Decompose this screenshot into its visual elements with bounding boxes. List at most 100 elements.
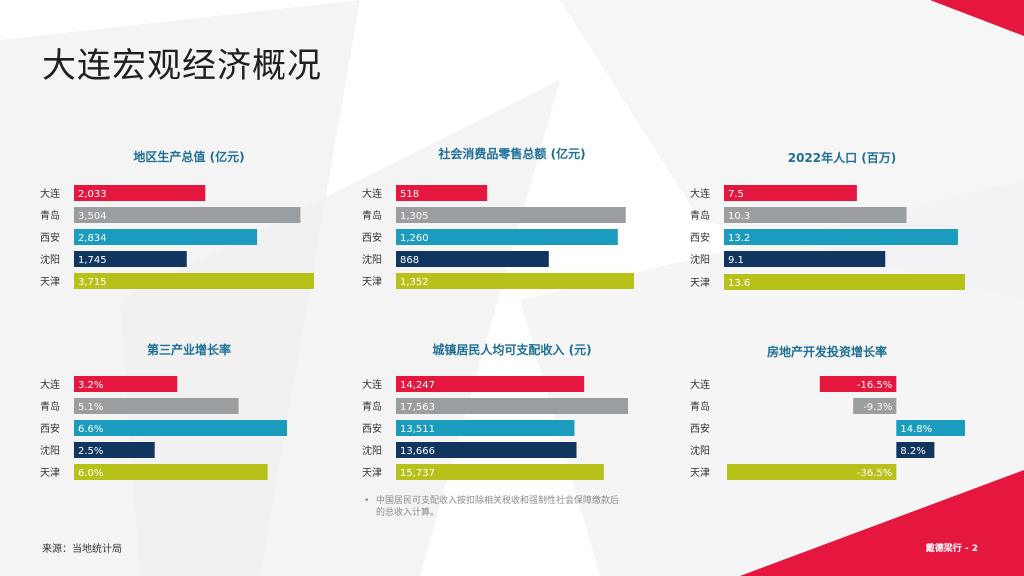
- category-label: 沈阳: [362, 253, 382, 266]
- bar: [74, 376, 178, 392]
- data-label: 1,352: [400, 277, 429, 288]
- category-label: 大连: [40, 187, 60, 200]
- data-label: 1,260: [400, 233, 429, 244]
- data-label: 10.3: [728, 211, 750, 222]
- chart-title: 城镇居民人均可支配收入 (元): [432, 342, 591, 357]
- chart-title: 第三产业增长率: [147, 342, 231, 357]
- bar: [724, 274, 965, 290]
- category-label: 西安: [690, 231, 710, 244]
- bar: [74, 398, 239, 414]
- data-label: 3.2%: [78, 380, 103, 391]
- category-label: 青岛: [40, 209, 60, 222]
- bar: [396, 229, 618, 245]
- data-label: 14,247: [400, 380, 435, 391]
- data-label: 518: [400, 189, 419, 200]
- data-label: 15,737: [400, 468, 435, 479]
- data-label: 17,563: [400, 402, 435, 413]
- bar: [724, 185, 857, 201]
- bar: [74, 185, 206, 201]
- page-title: 大连宏观经济概况: [42, 46, 322, 86]
- bar: [396, 464, 604, 480]
- category-label: 天津: [690, 277, 710, 289]
- bar: [853, 398, 897, 414]
- corner-red-band: [930, 0, 1024, 36]
- bar: [396, 398, 628, 414]
- bar: [724, 207, 907, 223]
- data-label: 9.1: [728, 255, 744, 266]
- category-label: 西安: [40, 231, 60, 244]
- bar: [724, 251, 886, 267]
- chart-title: 2022年人口 (百万): [788, 150, 897, 165]
- data-label: 13,666: [400, 446, 435, 457]
- category-label: 天津: [690, 467, 710, 479]
- data-label: 868: [400, 255, 419, 266]
- category-label: 沈阳: [690, 253, 710, 266]
- bar: [74, 207, 301, 223]
- footer-red-band: [740, 470, 1024, 576]
- bar: [396, 207, 626, 223]
- data-label: 6.0%: [78, 468, 103, 479]
- category-label: 西安: [690, 422, 710, 435]
- category-label: 大连: [40, 378, 60, 391]
- footnote-text: 中国居民可支配收入按扣除相关税收和强制性社会保障缴款后的总收入计算。: [376, 496, 620, 518]
- category-label: 青岛: [362, 400, 382, 413]
- category-label: 天津: [362, 276, 382, 288]
- data-label: 3,715: [78, 277, 107, 288]
- bar: [396, 185, 488, 201]
- data-label: 2.5%: [78, 446, 103, 457]
- bar: [74, 442, 155, 458]
- data-label: 13.6: [728, 278, 750, 289]
- data-label: 7.5: [728, 189, 744, 200]
- data-label: 3,504: [78, 211, 107, 222]
- category-label: 青岛: [40, 400, 60, 413]
- page-number: 戴德梁行 - 2: [925, 544, 978, 554]
- bar: [396, 251, 549, 267]
- category-label: 青岛: [362, 209, 382, 222]
- category-label: 天津: [362, 467, 382, 479]
- category-label: 青岛: [690, 400, 710, 413]
- data-label: -9.3%: [863, 402, 892, 413]
- data-label: -36.5%: [857, 468, 892, 479]
- category-label: 天津: [40, 276, 60, 288]
- bar: [74, 420, 287, 436]
- category-label: 青岛: [690, 209, 710, 222]
- bar: [724, 229, 958, 245]
- category-label: 大连: [690, 378, 710, 391]
- category-label: 大连: [690, 187, 710, 200]
- chart-title: 房地产开发投资增长率: [767, 344, 887, 359]
- category-label: 大连: [362, 187, 382, 200]
- data-label: 1,745: [78, 255, 107, 266]
- category-label: 沈阳: [40, 444, 60, 457]
- category-label: 西安: [362, 231, 382, 244]
- data-label: 1,305: [400, 211, 429, 222]
- category-label: 沈阳: [40, 253, 60, 266]
- bar: [727, 464, 897, 480]
- source-note: 来源：当地统计局: [42, 544, 122, 555]
- bar: [396, 273, 634, 289]
- bar: [819, 376, 897, 392]
- bar: [74, 273, 314, 289]
- category-label: 西安: [40, 422, 60, 435]
- bar: [74, 229, 258, 245]
- data-label: 13,511: [400, 424, 435, 435]
- category-label: 沈阳: [690, 444, 710, 457]
- data-label: 5.1%: [78, 402, 103, 413]
- category-label: 沈阳: [362, 444, 382, 457]
- chart-title: 地区生产总值 (亿元): [133, 149, 244, 164]
- category-label: 西安: [362, 422, 382, 435]
- data-label: 2,834: [78, 233, 107, 244]
- data-label: 8.2%: [900, 446, 925, 457]
- category-label: 天津: [40, 467, 60, 479]
- data-label: 6.6%: [78, 424, 103, 435]
- data-label: -16.5%: [857, 380, 892, 391]
- chart-title: 社会消费品零售总额 (亿元): [437, 146, 585, 161]
- data-label: 14.8%: [900, 424, 932, 435]
- bar: [74, 251, 187, 267]
- footnote: • 中国居民可支配收入按扣除相关税收和强制性社会保障缴款后的总收入计算。: [364, 495, 624, 519]
- data-label: 2,033: [78, 189, 107, 200]
- bar: [896, 420, 965, 436]
- footnote-bullet: •: [364, 496, 370, 506]
- category-label: 大连: [362, 378, 382, 391]
- bar: [74, 464, 268, 480]
